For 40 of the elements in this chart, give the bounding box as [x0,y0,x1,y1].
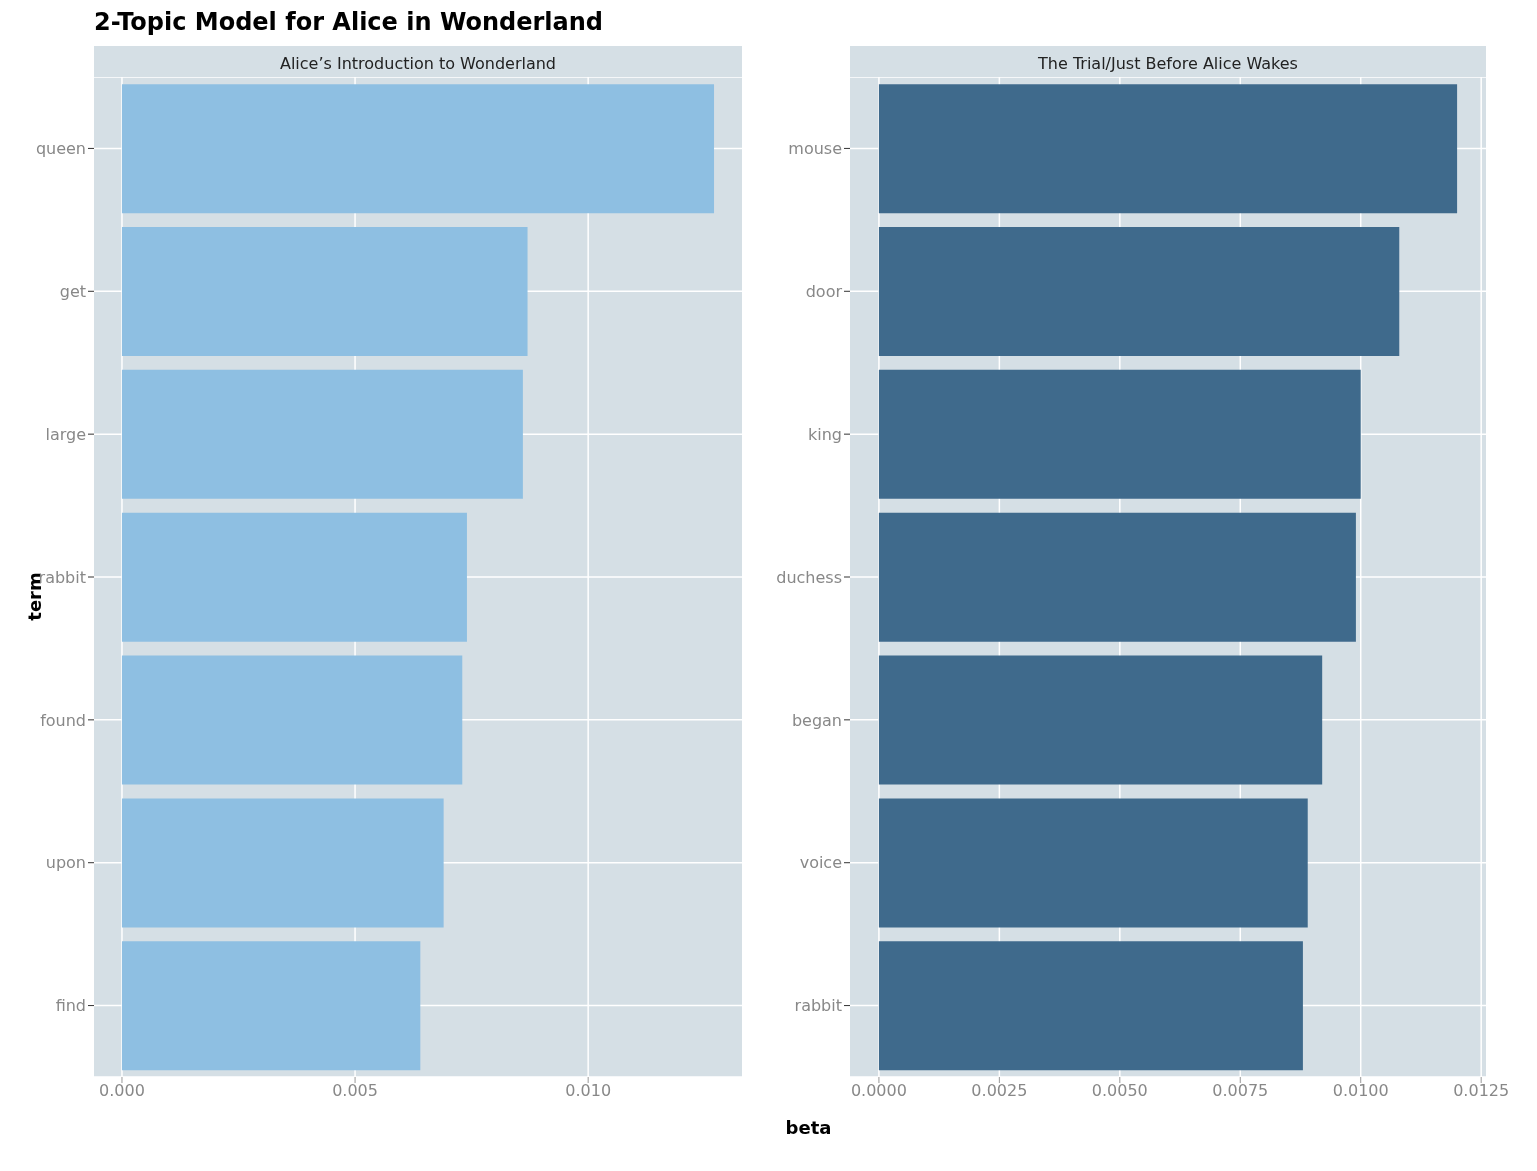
y-tick-label: found [40,710,86,730]
y-tick-label: door [805,281,843,301]
chart-title: 2-Topic Model for Alice in Wonderland [94,8,605,38]
x-tick-label: 0.010 [565,1081,612,1101]
x-tick-label: 0.0025 [971,1081,1028,1101]
y-tick-label: king [807,424,842,444]
x-tick-label: 0.0000 [850,1081,907,1101]
chart-subtitle: The Trial/Just Before Alice Wakes [850,46,1486,77]
bar [878,369,1361,499]
x-tick-label: 0.0100 [1332,1081,1389,1101]
y-tick-label: get [59,281,86,301]
y-tick-label: large [45,424,86,444]
bar [878,512,1356,642]
bar [121,512,467,642]
bar [121,655,463,785]
y-tick-label: upon [45,853,86,873]
bar [121,369,523,499]
y-tick-label: mouse [788,139,842,159]
y-tick-label: find [55,996,86,1016]
x-tick-label: 0.0125 [1453,1081,1510,1101]
x-tick-label: 0.005 [332,1081,378,1101]
bar [121,941,421,1071]
bar [121,227,528,356]
x-tick-label: 0.000 [99,1081,145,1101]
bar [121,798,444,928]
y-tick-label: rabbit [794,996,842,1016]
bar [878,798,1308,928]
x-tick-label: 0.0075 [1212,1081,1269,1101]
y-tick-label: queen [35,139,86,159]
y-tick-label: began [791,710,842,730]
x-tick-label: 0.0050 [1091,1081,1148,1101]
x-axis-title: beta [784,1117,833,1138]
bar [878,941,1303,1071]
bar [878,227,1400,356]
bar [121,84,715,214]
y-tick-label: duchess [776,567,842,587]
y-tick-label: voice [799,853,842,873]
chart-subtitle: Alice’s Introduction to Wonderland [94,46,742,77]
bar [878,84,1458,214]
bar [878,655,1323,785]
